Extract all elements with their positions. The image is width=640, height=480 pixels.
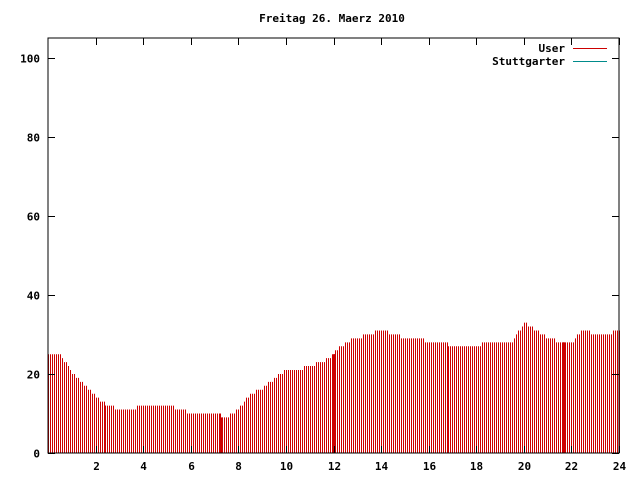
highlight-bar: [221, 417, 223, 453]
y-tick-label: 20: [27, 369, 40, 382]
bar-group: [48, 322, 620, 453]
y-tick-label: 0: [33, 448, 40, 461]
x-tick-label: 22: [565, 460, 578, 473]
highlight-bar: [563, 342, 565, 453]
highlight-group: [104, 342, 565, 453]
highlight-bar: [104, 405, 106, 453]
x-tick-label: 24: [613, 460, 627, 473]
chart-title: Freitag 26. Maerz 2010: [259, 12, 405, 25]
x-tick-label: 8: [235, 460, 242, 473]
y-tick-label: 80: [27, 132, 40, 145]
x-tick-label: 20: [518, 460, 531, 473]
highlight-bar: [333, 354, 335, 453]
x-tick-label: 2: [93, 460, 100, 473]
x-tick-label: 10: [280, 460, 293, 473]
x-tick-label: 12: [328, 460, 341, 473]
y-tick-label: 60: [27, 211, 40, 224]
y-tick-label: 40: [27, 290, 40, 303]
x-tick-label: 14: [375, 460, 389, 473]
legend-label: Stuttgarter: [492, 55, 565, 68]
y-tick-label: 100: [20, 53, 40, 66]
legend-label: User: [539, 42, 566, 55]
x-tick-label: 4: [140, 460, 147, 473]
y-axis: 0 20 40 60 80 100: [20, 53, 619, 461]
x-tick-label: 18: [470, 460, 483, 473]
x-axis: 2 4 6 8 10 12 14 16 18 20 22 24: [93, 38, 626, 473]
plot-frame: [47, 37, 620, 454]
x-tick-label: 6: [188, 460, 195, 473]
x-tick-label: 16: [423, 460, 437, 473]
